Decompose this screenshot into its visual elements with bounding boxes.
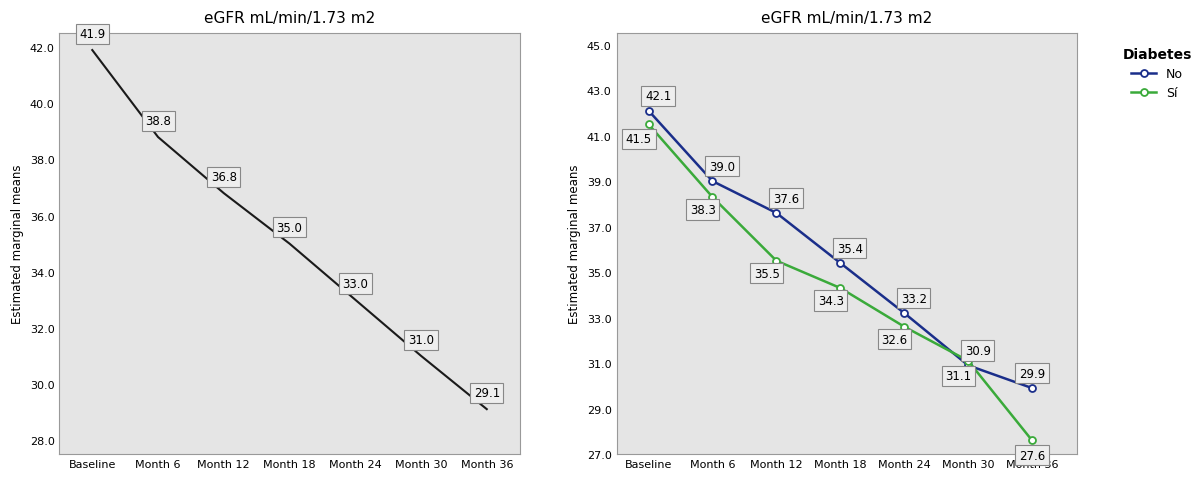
No [706,179,720,185]
Text: 31.0: 31.0 [408,334,434,347]
No [1025,385,1039,391]
Y-axis label: Estimated marginal means: Estimated marginal means [569,165,581,324]
Text: 33.0: 33.0 [342,277,368,290]
Text: 29.1: 29.1 [474,386,500,399]
Text: 34.3: 34.3 [817,294,844,307]
Sí [641,122,655,128]
Title: eGFR mL/min/1.73 m2: eGFR mL/min/1.73 m2 [204,11,376,26]
Text: 42.1: 42.1 [644,90,671,103]
Legend: No, Sí: No, Sí [1115,40,1199,108]
Sí [769,258,784,264]
Sí [833,286,847,291]
Y-axis label: Estimated marginal means: Estimated marginal means [11,165,24,324]
Text: 31.1: 31.1 [946,369,972,382]
Sí [1025,438,1039,444]
No [961,363,976,369]
Sí [961,358,976,364]
No [896,311,911,316]
No [641,108,655,114]
Text: 33.2: 33.2 [901,292,926,305]
Text: 41.5: 41.5 [626,133,652,146]
Text: 29.9: 29.9 [1019,367,1045,380]
Sí [706,195,720,201]
Line: Sí: Sí [646,121,1036,444]
Text: 35.0: 35.0 [276,221,302,234]
Text: 41.9: 41.9 [79,28,106,41]
No [769,211,784,216]
Text: 35.5: 35.5 [754,267,780,280]
Sí [896,324,911,330]
No [833,261,847,266]
Text: 30.9: 30.9 [965,344,991,357]
Title: eGFR mL/min/1.73 m2: eGFR mL/min/1.73 m2 [761,11,932,26]
Text: 38.3: 38.3 [690,204,715,216]
Text: 38.8: 38.8 [145,115,170,128]
Text: 39.0: 39.0 [709,160,736,173]
Text: 32.6: 32.6 [882,333,907,346]
Text: 35.4: 35.4 [836,242,863,255]
Line: No: No [646,108,1036,392]
Text: 27.6: 27.6 [1019,449,1045,462]
Text: 36.8: 36.8 [211,171,236,184]
Text: 37.6: 37.6 [773,192,799,205]
